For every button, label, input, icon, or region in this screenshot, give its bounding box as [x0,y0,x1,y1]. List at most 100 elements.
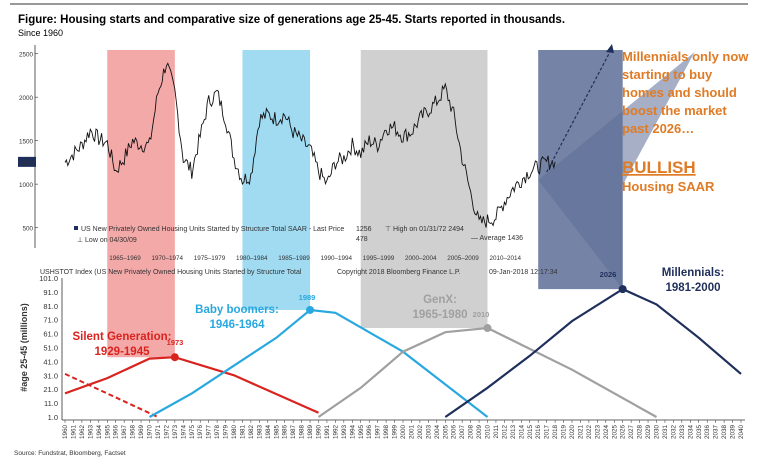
x-tick-label: 2040 [738,425,745,440]
callout-line: past 2026… [622,121,694,136]
projection-wedge [538,52,695,290]
x-tick-label: 2014 [518,425,525,440]
current-value-badge [18,156,36,167]
silent-label-name: Silent Generation: [72,331,171,343]
x-tick-label: 1963 [87,425,94,440]
millennials-line [444,287,742,418]
x-tick-label: 2006 [451,425,458,440]
period-label: 1990–1994 [321,255,353,262]
x-tick-label: 2012 [501,425,508,440]
x-tick-label: 2015 [527,425,534,440]
x-tick-label: 2002 [417,425,424,440]
x-tick-label: 1998 [383,425,390,440]
shade-silent [107,50,175,358]
callout-line: starting to buy [622,67,713,82]
x-tick-label: 1966 [113,425,120,440]
housing-starts-axis: 500 1000 1500 2000 2500 1256 [18,45,38,248]
x-tick-label: 1982 [248,425,255,440]
x-tick-label: 1978 [214,425,221,440]
x-tick-label: 1993 [341,425,348,440]
genx-peak-marker [483,324,492,333]
x-tick-label: 2030 [654,425,661,440]
x-tick-label: 1985 [273,425,280,440]
x-tick-label: 2029 [645,425,652,440]
generation-size-axis: 1.0 11.0 21.0 31.0 41.0 51.0 61.0 71.0 81.0 91.0 1… [19,274,63,422]
x-tick-label: 1974 [180,425,187,440]
boomers-label-years: 1946-1964 [210,319,266,331]
period-label: 1965–1969 [109,255,141,262]
period-label: 1975–1979 [194,255,226,262]
y2-tick-label: 91.0 [43,288,58,297]
x-tick-label: 2008 [468,425,475,440]
period-label: 1980–1984 [236,255,268,262]
x-tick-label: 1997 [375,425,382,440]
x-tick-label: 2027 [628,425,635,440]
x-tick-label: 2000 [400,425,407,440]
x-tick-label: 1990 [316,425,323,440]
boomers-label-name: Baby boomers: [195,304,279,316]
boomers-line [148,308,489,418]
footer-index: USHSTOT Index (US New Privately Owned Ho… [40,269,302,276]
y2-tick-label: 31.0 [43,371,58,380]
y2-tick-label: 41.0 [43,357,58,366]
x-tick-label: 1989 [307,425,314,440]
year-axis: 1960 1961 1962 1963 1964 1965 1966 1967 1968 1969… [62,419,745,440]
x-tick-label: 2024 [603,425,610,440]
x-tick-label: 1961 [70,425,77,440]
y2-tick-label: 51.0 [43,344,58,353]
period-label: 2005–2009 [447,255,479,262]
x-tick-label: 2022 [586,425,593,440]
y2-tick-label: 81.0 [43,302,58,311]
housing-starts-line [64,62,556,228]
x-tick-label: 2001 [408,425,415,440]
x-tick-label: 2035 [696,425,703,440]
footer-date: 09-Jan-2018 12:17:34 [489,269,558,276]
x-tick-label: 2034 [687,425,694,440]
x-tick-label: 1987 [290,425,297,440]
x-tick-label: 1977 [206,425,213,440]
x-tick-label: 1964 [96,425,103,440]
current-value-label: 1256 [20,160,35,167]
projection-arrow-line [546,47,613,173]
x-tick-label: 1968 [130,425,137,440]
x-tick-label: 1988 [299,425,306,440]
silent-line [64,356,319,414]
x-tick-label: 2016 [535,425,542,440]
housing-starts-series [64,62,556,228]
legend-average: — Average 1436 [471,235,523,242]
legend-swatch [74,226,78,230]
x-tick-label: 2025 [611,425,618,440]
x-tick-label: 1969 [138,425,145,440]
x-tick-label: 1967 [121,425,128,440]
legend-low: ⊥ Low on 04/30/09 [77,237,137,244]
x-tick-label: 2020 [569,425,576,440]
callout-line: boost the market [622,103,727,118]
x-tick-label: 1984 [265,425,272,440]
boomers-peak-label: 1989 [299,293,316,302]
y-tick-label: 1500 [19,139,34,146]
millennials-peak-label: 2026 [600,270,617,279]
chart-subtitle: Since 1960 [18,28,63,38]
generation-series [64,285,742,418]
genx-label-years: 1965-1980 [413,309,468,321]
y2-tick-label: 11.0 [44,399,58,408]
projection-arrow-head [606,44,614,53]
generation-shading [107,50,623,358]
x-tick-label: 1983 [256,425,263,440]
x-tick-label: 2011 [493,425,500,439]
callout-line: Millennials only now [622,49,749,64]
x-tick-label: 1999 [392,425,399,440]
x-tick-label: 2004 [434,425,441,440]
x-tick-label: 1981 [239,425,246,440]
y2-axis-title: #age 25-45 (millions) [19,303,29,392]
x-tick-label: 2037 [713,425,720,440]
x-tick-label: 2036 [704,425,711,440]
x-tick-label: 1973 [172,425,179,440]
y2-tick-label: 61.0 [43,330,58,339]
x-tick-label: 2007 [459,425,466,440]
bullish-label: BULLISH [622,158,696,177]
footer-copyright: Copyright 2018 Bloomberg Finance L.P. [337,269,461,276]
x-tick-label: 1995 [358,425,365,440]
x-tick-label: 2032 [670,425,677,440]
generation-labels: Silent Generation: 1929-1945 1973 Baby boom… [72,267,724,358]
